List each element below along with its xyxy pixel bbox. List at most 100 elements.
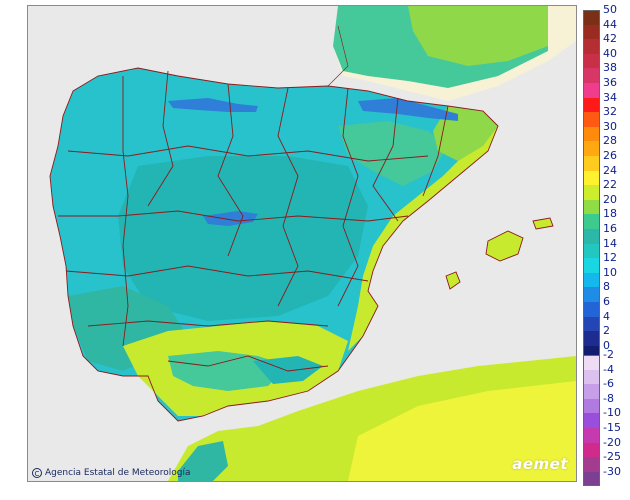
legend-swatch [583, 83, 600, 98]
legend-item: 50 [583, 4, 629, 25]
legend-label: 24 [603, 163, 617, 177]
legend-label: 42 [603, 32, 617, 46]
legend-label: -25 [603, 450, 621, 464]
legend-label: -10 [603, 406, 621, 420]
legend-item: 30 [583, 120, 629, 142]
legend-swatch [583, 471, 600, 487]
legend-label: 28 [603, 134, 617, 148]
north-africa-warm [348, 381, 576, 481]
central-system-cold [203, 211, 258, 226]
legend-label: 44 [603, 17, 617, 31]
legend-swatch [583, 53, 600, 69]
mallorca [486, 231, 523, 261]
aemet-logo: aemet [512, 455, 568, 473]
legend-label: 0 [603, 338, 610, 352]
legend-item: 26 [583, 150, 629, 171]
legend-label: 40 [603, 46, 617, 60]
legend-item: 16 [583, 223, 629, 244]
pyrenees-cold [358, 98, 458, 121]
legend-label: -15 [603, 421, 621, 434]
legend-item: 18 [583, 208, 629, 229]
legend-label: 10 [603, 265, 617, 279]
legend-item: 2 [583, 325, 629, 346]
legend-swatch [583, 126, 600, 142]
legend-swatch [583, 457, 600, 472]
legend-item: 6 [583, 296, 629, 317]
legend-label: -20 [603, 435, 621, 449]
ibiza [446, 272, 460, 289]
legend-label: 2 [603, 324, 610, 338]
legend-label: 30 [603, 119, 617, 133]
legend-swatch [583, 199, 600, 215]
legend-swatch [583, 442, 600, 458]
legend-item: 4 [583, 310, 629, 332]
credit: C Agencia Estatal de Meteorología [32, 468, 191, 478]
legend-label: 8 [603, 280, 610, 294]
legend-label: 20 [603, 192, 617, 206]
legend-swatch [583, 112, 600, 127]
legend-item: 10 [583, 266, 629, 288]
legend-item: 38 [583, 62, 629, 83]
legend-swatch [583, 331, 600, 346]
legend-item: 22 [583, 179, 629, 200]
legend-swatch [583, 243, 600, 259]
legend-item: 40 [583, 47, 629, 69]
legend-label: 4 [603, 309, 610, 323]
legend-swatch [583, 302, 600, 317]
province-borders [49, 67, 554, 422]
menorca [533, 218, 553, 229]
legend-swatch [583, 272, 600, 288]
legend-item: 34 [583, 91, 629, 113]
legend-item: 32 [583, 106, 629, 127]
legend-swatch [583, 68, 600, 83]
legend-item: 12 [583, 252, 629, 273]
legend-swatch [583, 369, 600, 385]
legend-item: 24 [583, 164, 629, 186]
legend-label: 14 [603, 236, 617, 250]
legend-label: 50 [603, 3, 617, 16]
legend-swatch [583, 428, 600, 443]
legend-item: -15 [583, 422, 629, 443]
legend-label: 36 [603, 76, 617, 89]
temperature-map[interactable]: C Agencia Estatal de Meteorología aemet [27, 5, 577, 482]
ebro-valley [338, 121, 448, 186]
legend-label: 32 [603, 105, 617, 119]
legend-label: -2 [603, 348, 614, 361]
legend-swatch [583, 214, 600, 229]
legend-label: -8 [603, 391, 614, 405]
legend-item: -20 [583, 436, 629, 458]
legend-item: -10 [583, 407, 629, 428]
legend-swatch [583, 156, 600, 171]
central-plateau [118, 156, 368, 321]
legend-item: 28 [583, 135, 629, 156]
legend-swatch [583, 384, 600, 399]
legend-item: 14 [583, 237, 629, 259]
legend-swatch [583, 97, 600, 113]
credit-text: Agencia Estatal de Meteorología [45, 468, 191, 478]
map-canvas [28, 6, 576, 481]
france-warm-band [408, 6, 548, 66]
legend-item: 36 [583, 77, 629, 98]
legend-swatch [583, 141, 600, 156]
legend-swatch [583, 24, 600, 40]
cantabrian-cold [168, 98, 258, 112]
north-africa-cool [178, 441, 228, 481]
legend-label: 22 [603, 178, 617, 192]
legend-label: -4 [603, 362, 614, 376]
legend-swatch [583, 229, 600, 244]
legend-item: -4 [583, 363, 629, 385]
legend-swatch [583, 316, 600, 332]
legend-swatch [583, 258, 600, 273]
france-border [327, 25, 349, 87]
legend-item: 44 [583, 18, 629, 40]
legend-item: 8 [583, 281, 629, 302]
legend-swatch [583, 355, 600, 370]
legend-swatch [583, 398, 600, 414]
legend-swatch [583, 287, 600, 302]
legend-item: -8 [583, 392, 629, 414]
legend-item: 20 [583, 193, 629, 215]
sierra-nevada [253, 356, 323, 384]
legend-label: 6 [603, 295, 610, 308]
legend-label: 34 [603, 90, 617, 104]
legend-label: 38 [603, 61, 617, 75]
